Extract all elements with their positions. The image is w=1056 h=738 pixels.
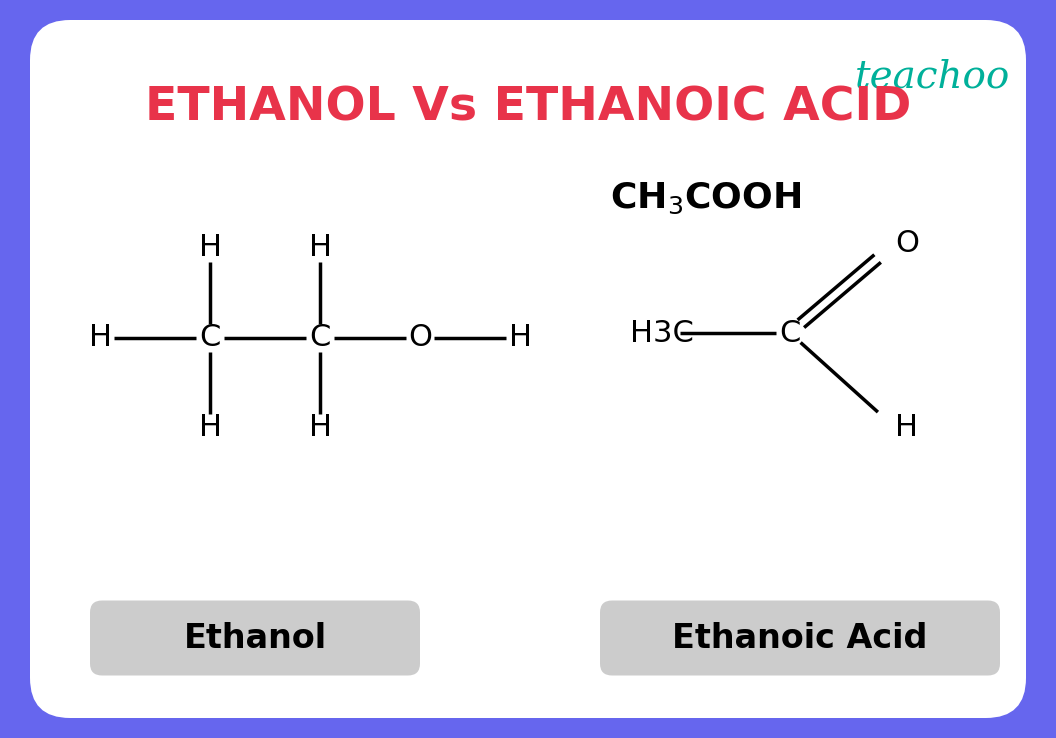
FancyBboxPatch shape xyxy=(30,20,1026,718)
FancyBboxPatch shape xyxy=(8,8,1048,730)
FancyBboxPatch shape xyxy=(600,601,1000,675)
Text: C: C xyxy=(779,319,800,348)
Text: ETHANOL Vs ETHANOIC ACID: ETHANOL Vs ETHANOIC ACID xyxy=(145,86,911,131)
Text: C: C xyxy=(200,323,221,353)
Text: H: H xyxy=(509,323,531,353)
Text: H: H xyxy=(308,413,332,443)
Text: H: H xyxy=(895,413,918,443)
Text: O: O xyxy=(895,229,919,258)
Text: H3C: H3C xyxy=(630,319,694,348)
FancyBboxPatch shape xyxy=(32,22,1024,716)
Text: H: H xyxy=(89,323,112,353)
Text: H: H xyxy=(199,233,222,263)
Text: Ethanoic Acid: Ethanoic Acid xyxy=(673,621,927,655)
Text: CH$_3$COOH: CH$_3$COOH xyxy=(610,180,802,215)
FancyBboxPatch shape xyxy=(90,601,420,675)
Text: teachoo: teachoo xyxy=(854,58,1010,95)
Text: H: H xyxy=(308,233,332,263)
Text: H: H xyxy=(199,413,222,443)
Text: O: O xyxy=(408,323,432,353)
Text: Ethanol: Ethanol xyxy=(184,621,326,655)
Text: C: C xyxy=(309,323,331,353)
